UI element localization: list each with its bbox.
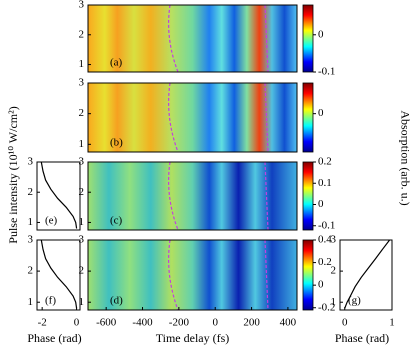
y-tick-label: 3 [79,156,85,168]
panel-label: (d) [110,295,123,307]
y-tick-label: 2 [79,28,85,40]
phase-curve [344,239,391,309]
y-tick-label: 1 [331,296,337,308]
plot-frame [87,4,298,73]
y-tick-label: 3 [79,0,85,11]
colorbar-tick-label: 0 [318,198,324,210]
x-tick-label: 0 [212,317,218,329]
y-tick-label: 3 [79,77,85,89]
y-tick-label: 3 [331,234,337,246]
colorbar-tick-label: 0.2 [318,256,332,268]
colorbar-label: Absorption (arb. u.) [398,110,412,205]
plot-frame [36,161,81,231]
y-axis-label: Pulse intensity (10¹⁰ W/cm²) [6,106,20,243]
colorbar-tick-label: 0.1 [318,177,332,189]
phase-curve [40,161,78,229]
y-tick-label: 3 [79,234,85,246]
y-tick-label: 1 [28,296,34,308]
x-tick-label: 200 [243,317,260,329]
y-tick-label: 1 [28,216,34,228]
x-tick-label: -400 [132,317,153,329]
phase-curve [40,239,78,309]
colorbar-tick-label: -0.2 [318,301,335,313]
dashed-guide [264,239,269,311]
colorbar [302,4,314,73]
plot-frame [339,239,393,311]
panel-label: (a) [110,57,123,69]
x-tick-label: -2 [38,317,47,329]
y-tick-label: 1 [79,58,85,70]
y-tick-label: 2 [79,186,85,198]
heatmap-image [88,240,297,310]
x-axis-label: Phase (rad) [335,331,389,345]
panel-label: (f) [45,295,56,307]
plot-frame [87,82,298,153]
panel-label: (b) [110,137,123,149]
dashed-guide [168,4,179,73]
dashed-guide [264,82,269,153]
x-axis-label: Time delay (fs) [156,331,230,345]
dashed-guide [264,161,269,231]
y-tick-label: 3 [28,234,34,246]
colorbar-tick-label: 0 [318,279,324,291]
x-axis-label: Phase (rad) [27,331,81,345]
x-tick-label: -600 [96,317,117,329]
colorbar-tick-label: -0.1 [318,66,335,78]
plot-frame [36,239,81,311]
x-tick-label: -200 [169,317,190,329]
y-tick-label: 2 [331,265,337,277]
panel-label: (g) [348,295,361,307]
colorbar-tick-label: 0 [318,107,324,119]
y-tick-label: 1 [79,216,85,228]
y-tick-label: 2 [79,107,85,119]
dashed-guide [168,82,179,153]
x-tick-label: 1 [389,317,395,329]
y-tick-label: 2 [28,186,34,198]
x-tick-label: 400 [280,317,297,329]
x-tick-label: 0 [74,317,80,329]
colorbar-tick-label: 0.4 [318,234,332,246]
dashed-guide [168,239,179,311]
colorbar-tick-label: 0.2 [318,156,332,168]
dashed-guide [168,161,179,231]
colorbar [302,239,314,311]
y-tick-label: 1 [79,138,85,150]
plot-frame [87,239,298,311]
y-tick-label: 1 [79,296,85,308]
panel-label: (c) [110,215,123,227]
heatmap-image [88,162,297,230]
y-tick-label: 2 [28,265,34,277]
plot-frame [87,161,298,231]
x-tick-label: 0 [342,317,348,329]
colorbar-tick-label: 0 [318,28,324,40]
colorbar [302,161,314,231]
panel-label: (e) [45,215,58,227]
colorbar [302,82,314,153]
y-tick-label: 2 [79,265,85,277]
colorbar-tick-label: -0.1 [318,219,335,231]
heatmap-image [88,83,297,152]
heatmap-image [88,5,297,72]
y-tick-label: 3 [28,156,34,168]
dashed-guide [264,4,269,73]
